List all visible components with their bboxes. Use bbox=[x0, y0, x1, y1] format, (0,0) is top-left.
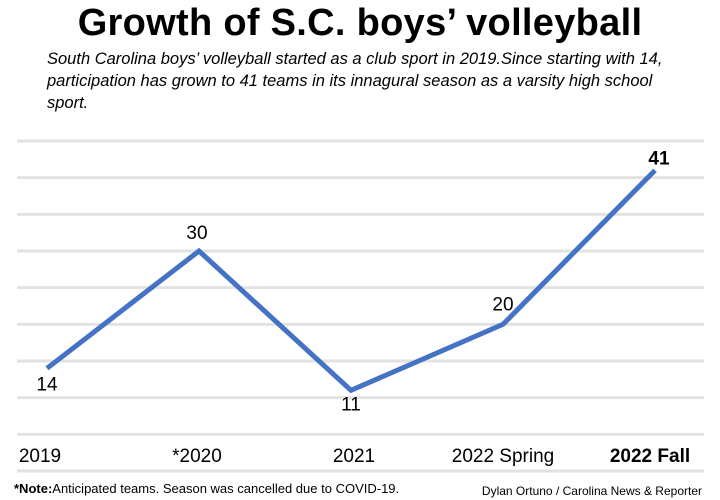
data-label: 20 bbox=[492, 294, 513, 315]
footnote-label: *Note: bbox=[14, 481, 53, 496]
data-label: 41 bbox=[648, 148, 670, 169]
data-label: 14 bbox=[36, 374, 58, 395]
x-tick-label: 2022 Spring bbox=[452, 446, 554, 467]
chart-title: Growth of S.C. boys’ volleyball bbox=[77, 2, 643, 44]
x-tick-label: *2020 bbox=[172, 446, 222, 467]
series-line bbox=[45, 168, 657, 394]
x-tick-label: 2022 Fall bbox=[610, 446, 690, 467]
chart-subtitle: South Carolina boys’ volleyball started … bbox=[47, 50, 663, 112]
data-label: 30 bbox=[186, 223, 207, 244]
footnote-text: Anticipated teams. Season was cancelled … bbox=[52, 481, 400, 496]
footnote: *Note:Anticipated teams. Season was canc… bbox=[14, 481, 399, 496]
data-label: 11 bbox=[341, 394, 361, 415]
x-tick-label: 2021 bbox=[333, 446, 375, 467]
credit-line: Dylan Ortuno / Carolina News & Reporter bbox=[481, 484, 702, 498]
x-tick-label: 2019 bbox=[19, 446, 61, 467]
